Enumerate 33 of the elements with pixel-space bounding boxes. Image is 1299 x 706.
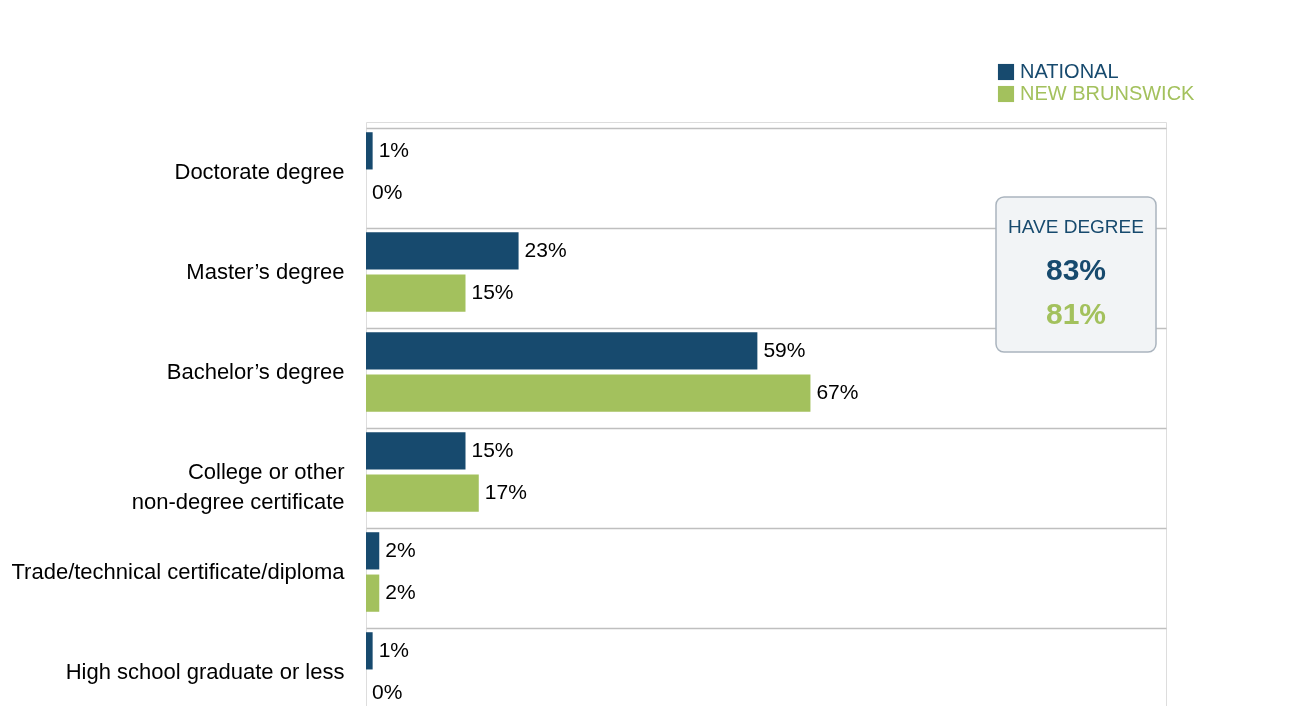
data-label: 1% xyxy=(378,137,409,161)
data-label: 2% xyxy=(385,580,416,604)
legend-label: NATIONAL xyxy=(1020,60,1119,82)
data-label: 15% xyxy=(471,437,514,461)
y-tick-label: Bachelor’s degree xyxy=(166,359,345,384)
legend-label: NEW BRUNSWICK xyxy=(1020,82,1196,104)
data-label: 0% xyxy=(372,680,403,704)
data-label: 23% xyxy=(524,237,567,261)
data-label: 67% xyxy=(816,380,859,404)
y-tick-label: College or other non-degree certificate xyxy=(131,459,345,514)
text: 83% xyxy=(1045,253,1107,286)
bar xyxy=(366,374,811,412)
bar xyxy=(366,632,373,670)
bar xyxy=(366,332,758,370)
bar xyxy=(366,132,373,170)
text: HAVE DEGREE xyxy=(1008,216,1144,237)
bar xyxy=(366,532,380,570)
y-tick-label: High school graduate or less xyxy=(65,659,345,684)
y-tick-label: Trade/technical certificate/diploma xyxy=(11,559,346,584)
text: 81% xyxy=(1045,297,1107,330)
bar xyxy=(366,432,466,470)
bar xyxy=(366,274,466,312)
data-label: 0% xyxy=(372,180,403,204)
y-tick-label: Doctorate degree xyxy=(174,159,345,184)
data-label: 17% xyxy=(484,480,527,504)
bar xyxy=(366,474,479,512)
bar xyxy=(366,232,519,270)
data-label: 15% xyxy=(471,280,514,304)
data-label: 59% xyxy=(763,337,806,361)
data-label: 2% xyxy=(385,537,416,561)
bar xyxy=(366,574,380,612)
y-tick-label: Master’s degree xyxy=(186,259,345,284)
data-label: 1% xyxy=(378,637,409,661)
